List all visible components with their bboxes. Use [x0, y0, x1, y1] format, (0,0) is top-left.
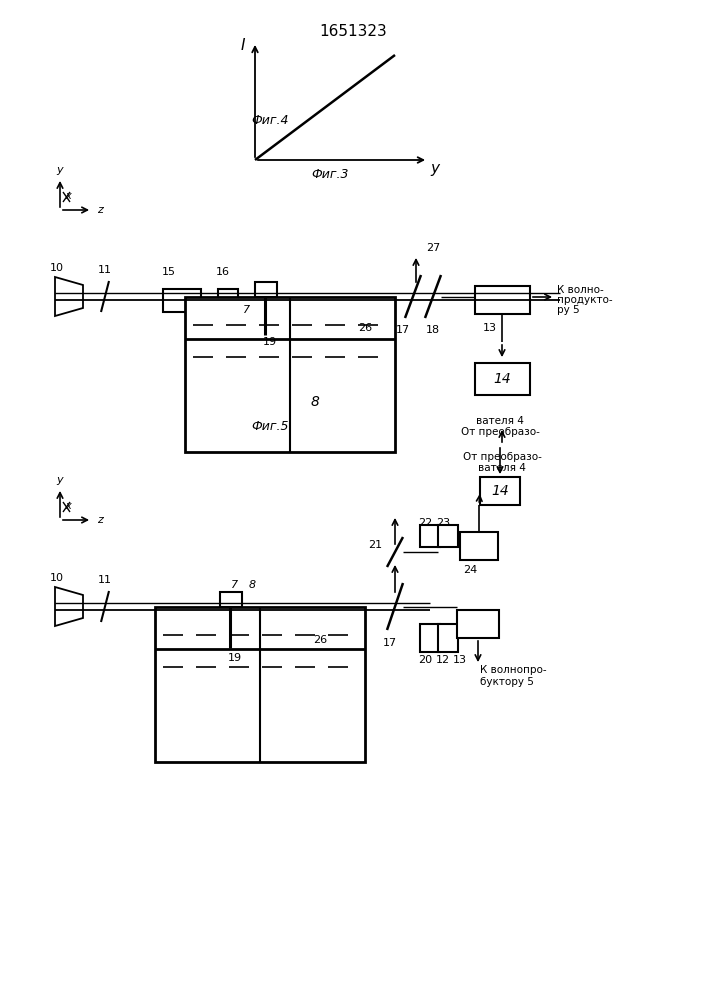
Bar [420, 525, 440, 547]
Text: 17: 17 [396, 325, 410, 335]
Text: 22: 22 [418, 518, 432, 528]
Bar [457, 610, 499, 638]
Bar [185, 297, 395, 452]
Text: ру 5: ру 5 [557, 305, 580, 315]
Text: буктору 5: буктору 5 [480, 677, 534, 687]
Text: 23: 23 [436, 518, 450, 528]
Text: 7: 7 [243, 305, 250, 315]
Text: Фиг.5: Фиг.5 [251, 420, 288, 434]
Text: 26: 26 [313, 635, 327, 645]
Text: вателя 4: вателя 4 [476, 416, 524, 426]
Text: x: x [65, 191, 71, 201]
Text: 12: 12 [436, 655, 450, 665]
Text: I: I [241, 38, 245, 53]
Text: 19: 19 [263, 337, 277, 347]
Text: вателя 4: вателя 4 [478, 463, 526, 473]
Text: К волно-: К волно- [557, 285, 604, 295]
Text: 8: 8 [311, 395, 320, 409]
Text: 16: 16 [216, 267, 230, 277]
Bar [438, 525, 458, 547]
Bar [218, 289, 238, 310]
Polygon shape [55, 277, 83, 316]
Polygon shape [55, 587, 83, 626]
Text: 27: 27 [426, 243, 440, 253]
Text: z: z [97, 515, 103, 525]
Text: От преобразо-: От преобразо- [462, 452, 542, 462]
Text: 17: 17 [383, 638, 397, 648]
Bar [475, 363, 530, 395]
Text: x: x [65, 501, 71, 511]
Text: 24: 24 [463, 565, 477, 575]
Text: 13: 13 [483, 323, 497, 333]
Text: z: z [97, 205, 103, 215]
Text: 14: 14 [491, 484, 509, 498]
Text: y: y [431, 160, 440, 176]
Text: 18: 18 [426, 325, 440, 335]
Bar [438, 624, 458, 652]
Bar [475, 286, 530, 314]
Bar [155, 607, 365, 762]
Text: 15: 15 [162, 267, 176, 277]
Bar [255, 282, 277, 297]
Bar [163, 289, 201, 312]
Text: 1651323: 1651323 [319, 24, 387, 39]
Bar [220, 592, 242, 607]
Text: y: y [57, 475, 64, 485]
Text: 21: 21 [368, 540, 382, 550]
Text: К волнопро-: К волнопро- [480, 665, 547, 675]
Text: Фиг.3: Фиг.3 [311, 168, 349, 182]
Bar [420, 624, 440, 652]
Text: 14: 14 [493, 372, 511, 386]
Bar [460, 532, 498, 560]
Text: 11: 11 [98, 575, 112, 585]
Text: 10: 10 [50, 263, 64, 273]
Text: 13: 13 [453, 655, 467, 665]
Text: 11: 11 [98, 265, 112, 275]
Text: Фиг.4: Фиг.4 [251, 113, 288, 126]
Text: 19: 19 [228, 653, 242, 663]
Text: 10: 10 [50, 573, 64, 583]
Text: 26: 26 [358, 323, 372, 333]
Text: y: y [57, 165, 64, 175]
Text: 20: 20 [418, 655, 432, 665]
Text: 8: 8 [248, 580, 255, 590]
Bar [480, 477, 520, 505]
Text: От преобразо-: От преобразо- [460, 427, 539, 437]
Text: продукто-: продукто- [557, 295, 613, 305]
Text: 7: 7 [231, 580, 238, 590]
